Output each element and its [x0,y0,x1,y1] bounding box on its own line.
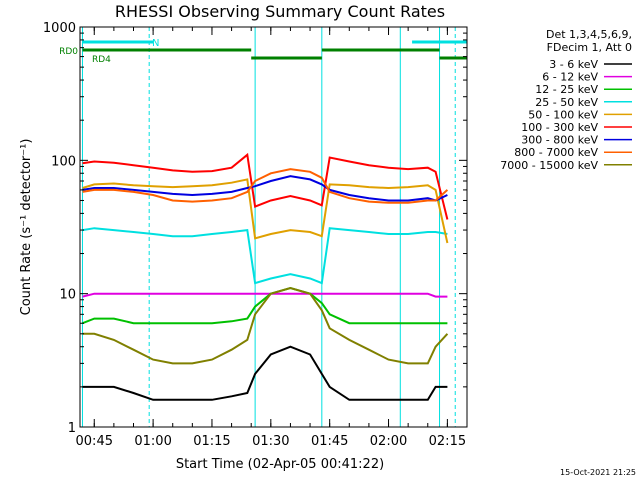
legend-label: 300 - 800 keV [521,134,598,147]
legend-label: 100 - 300 keV [521,121,598,134]
x-axis-label: Start Time (02-Apr-05 00:41:22) [176,457,384,472]
y-axis-label: Count Rate (s⁻¹ detector⁻¹) [19,139,34,316]
y-tick-label: 100 [51,154,76,169]
legend-label: 25 - 50 keV [535,96,598,109]
y-tick-label: 1 [68,421,76,436]
flag-label: RD0 [59,47,78,57]
y-tick-label: 1000 [43,21,76,36]
x-tick-label: 02:15 [429,434,466,449]
series-line [82,345,448,401]
x-tick-label: 01:30 [252,434,289,449]
series-line [82,175,448,202]
flag-label: N [152,38,159,49]
detector-info-line-1: Det 1,3,4,5,6,9, [546,28,632,41]
legend-label: 12 - 25 keV [535,83,598,96]
detector-info-line-2: FDecim 1, Att 0 [547,41,632,54]
x-tick-label: 01:45 [311,434,348,449]
plot-area: N RD0 RD4 [59,27,467,427]
series-line [82,227,448,285]
series-line [82,292,448,298]
chart-title: RHESSI Observing Summary Count Rates [115,2,445,21]
legend-label: 50 - 100 keV [528,108,598,121]
footer-date: 15-Oct-2021 21:25 [560,468,636,477]
legend-label: 3 - 6 keV [549,58,598,71]
x-tick-label: 01:00 [134,434,171,449]
series-line [82,152,449,220]
series-line [82,287,449,365]
y-tick-label: 10 [59,288,76,303]
x-tick-label: 02:00 [370,434,407,449]
series-line [82,168,449,204]
plot-frame [79,26,468,428]
legend-label: 6 - 12 keV [542,71,598,84]
legend-label: 800 - 7000 keV [514,146,598,159]
y-axis-ticks: 1 10 100 1000 [43,21,467,436]
series-line [82,178,449,244]
x-tick-label: 00:45 [76,434,113,449]
legend-label: 7000 - 15000 keV [500,159,598,172]
flag-label: RD4 [92,55,111,65]
x-tick-label: 01:15 [193,434,230,449]
x-axis-ticks: 00:45 01:00 01:15 01:30 01:45 02:00 02:15 [76,27,468,449]
